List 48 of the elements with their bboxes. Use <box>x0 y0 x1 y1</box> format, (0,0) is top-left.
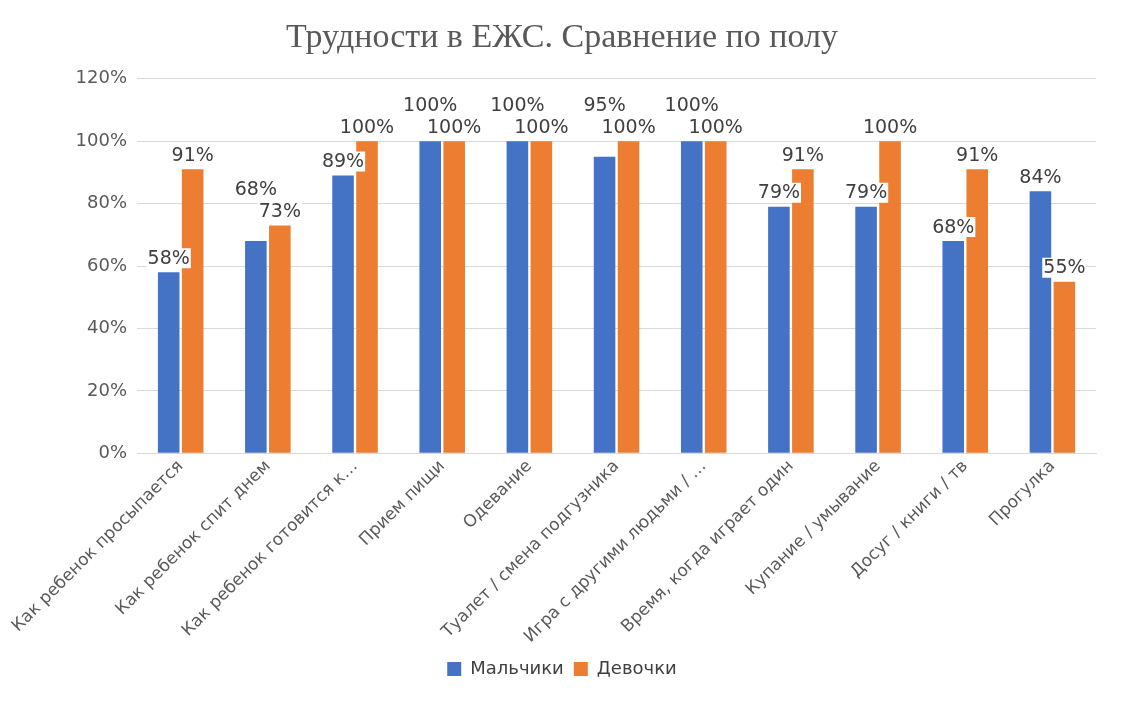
bar <box>768 206 790 453</box>
data-label: 58% <box>147 245 190 268</box>
data-label: 95% <box>583 92 626 115</box>
bar <box>443 141 465 453</box>
legend-label: Мальчики <box>470 656 564 678</box>
bar <box>506 141 529 453</box>
data-label: 73% <box>258 198 301 221</box>
data-label: 89% <box>321 148 365 171</box>
data-label: 91% <box>781 142 824 165</box>
data-label: 100% <box>339 114 395 137</box>
data-label: 79% <box>757 180 801 203</box>
data-label: 79% <box>844 180 888 203</box>
bar <box>680 141 703 453</box>
bar <box>942 241 965 453</box>
y-tick-label: 20% <box>87 378 128 400</box>
data-label: 100% <box>514 114 569 137</box>
bar <box>419 141 441 453</box>
data-label: 91% <box>956 142 999 165</box>
data-label: 68% <box>234 176 277 199</box>
chart-title: Трудности в ЕЖС. Сравнение по полу <box>286 17 838 55</box>
bar <box>530 141 553 453</box>
data-label: 68% <box>932 214 975 237</box>
legend-label: Девочки <box>596 656 677 678</box>
data-label: 100% <box>490 92 545 115</box>
bar <box>332 175 354 453</box>
bar <box>269 225 291 453</box>
data-label: 55% <box>1043 255 1086 278</box>
data-label: 100% <box>862 114 918 137</box>
data-label: 100% <box>601 114 656 137</box>
data-label: 100% <box>403 92 458 115</box>
data-label: 84% <box>1019 164 1062 187</box>
y-tick-label: 100% <box>75 128 128 150</box>
bar <box>245 241 267 453</box>
y-tick-label: 80% <box>87 191 128 213</box>
data-label: 100% <box>427 114 482 137</box>
data-label: 100% <box>664 92 719 115</box>
bar <box>157 272 180 453</box>
bar <box>617 141 640 453</box>
bar <box>704 141 727 453</box>
data-label: 91% <box>171 142 214 165</box>
y-tick-label: 0% <box>98 441 128 463</box>
y-tick-label: 60% <box>87 253 128 275</box>
y-tick-label: 120% <box>75 66 128 88</box>
bar <box>593 156 616 453</box>
data-label: 100% <box>688 114 743 137</box>
y-tick-label: 40% <box>87 316 128 338</box>
bar <box>855 206 877 453</box>
bar <box>1053 281 1076 453</box>
